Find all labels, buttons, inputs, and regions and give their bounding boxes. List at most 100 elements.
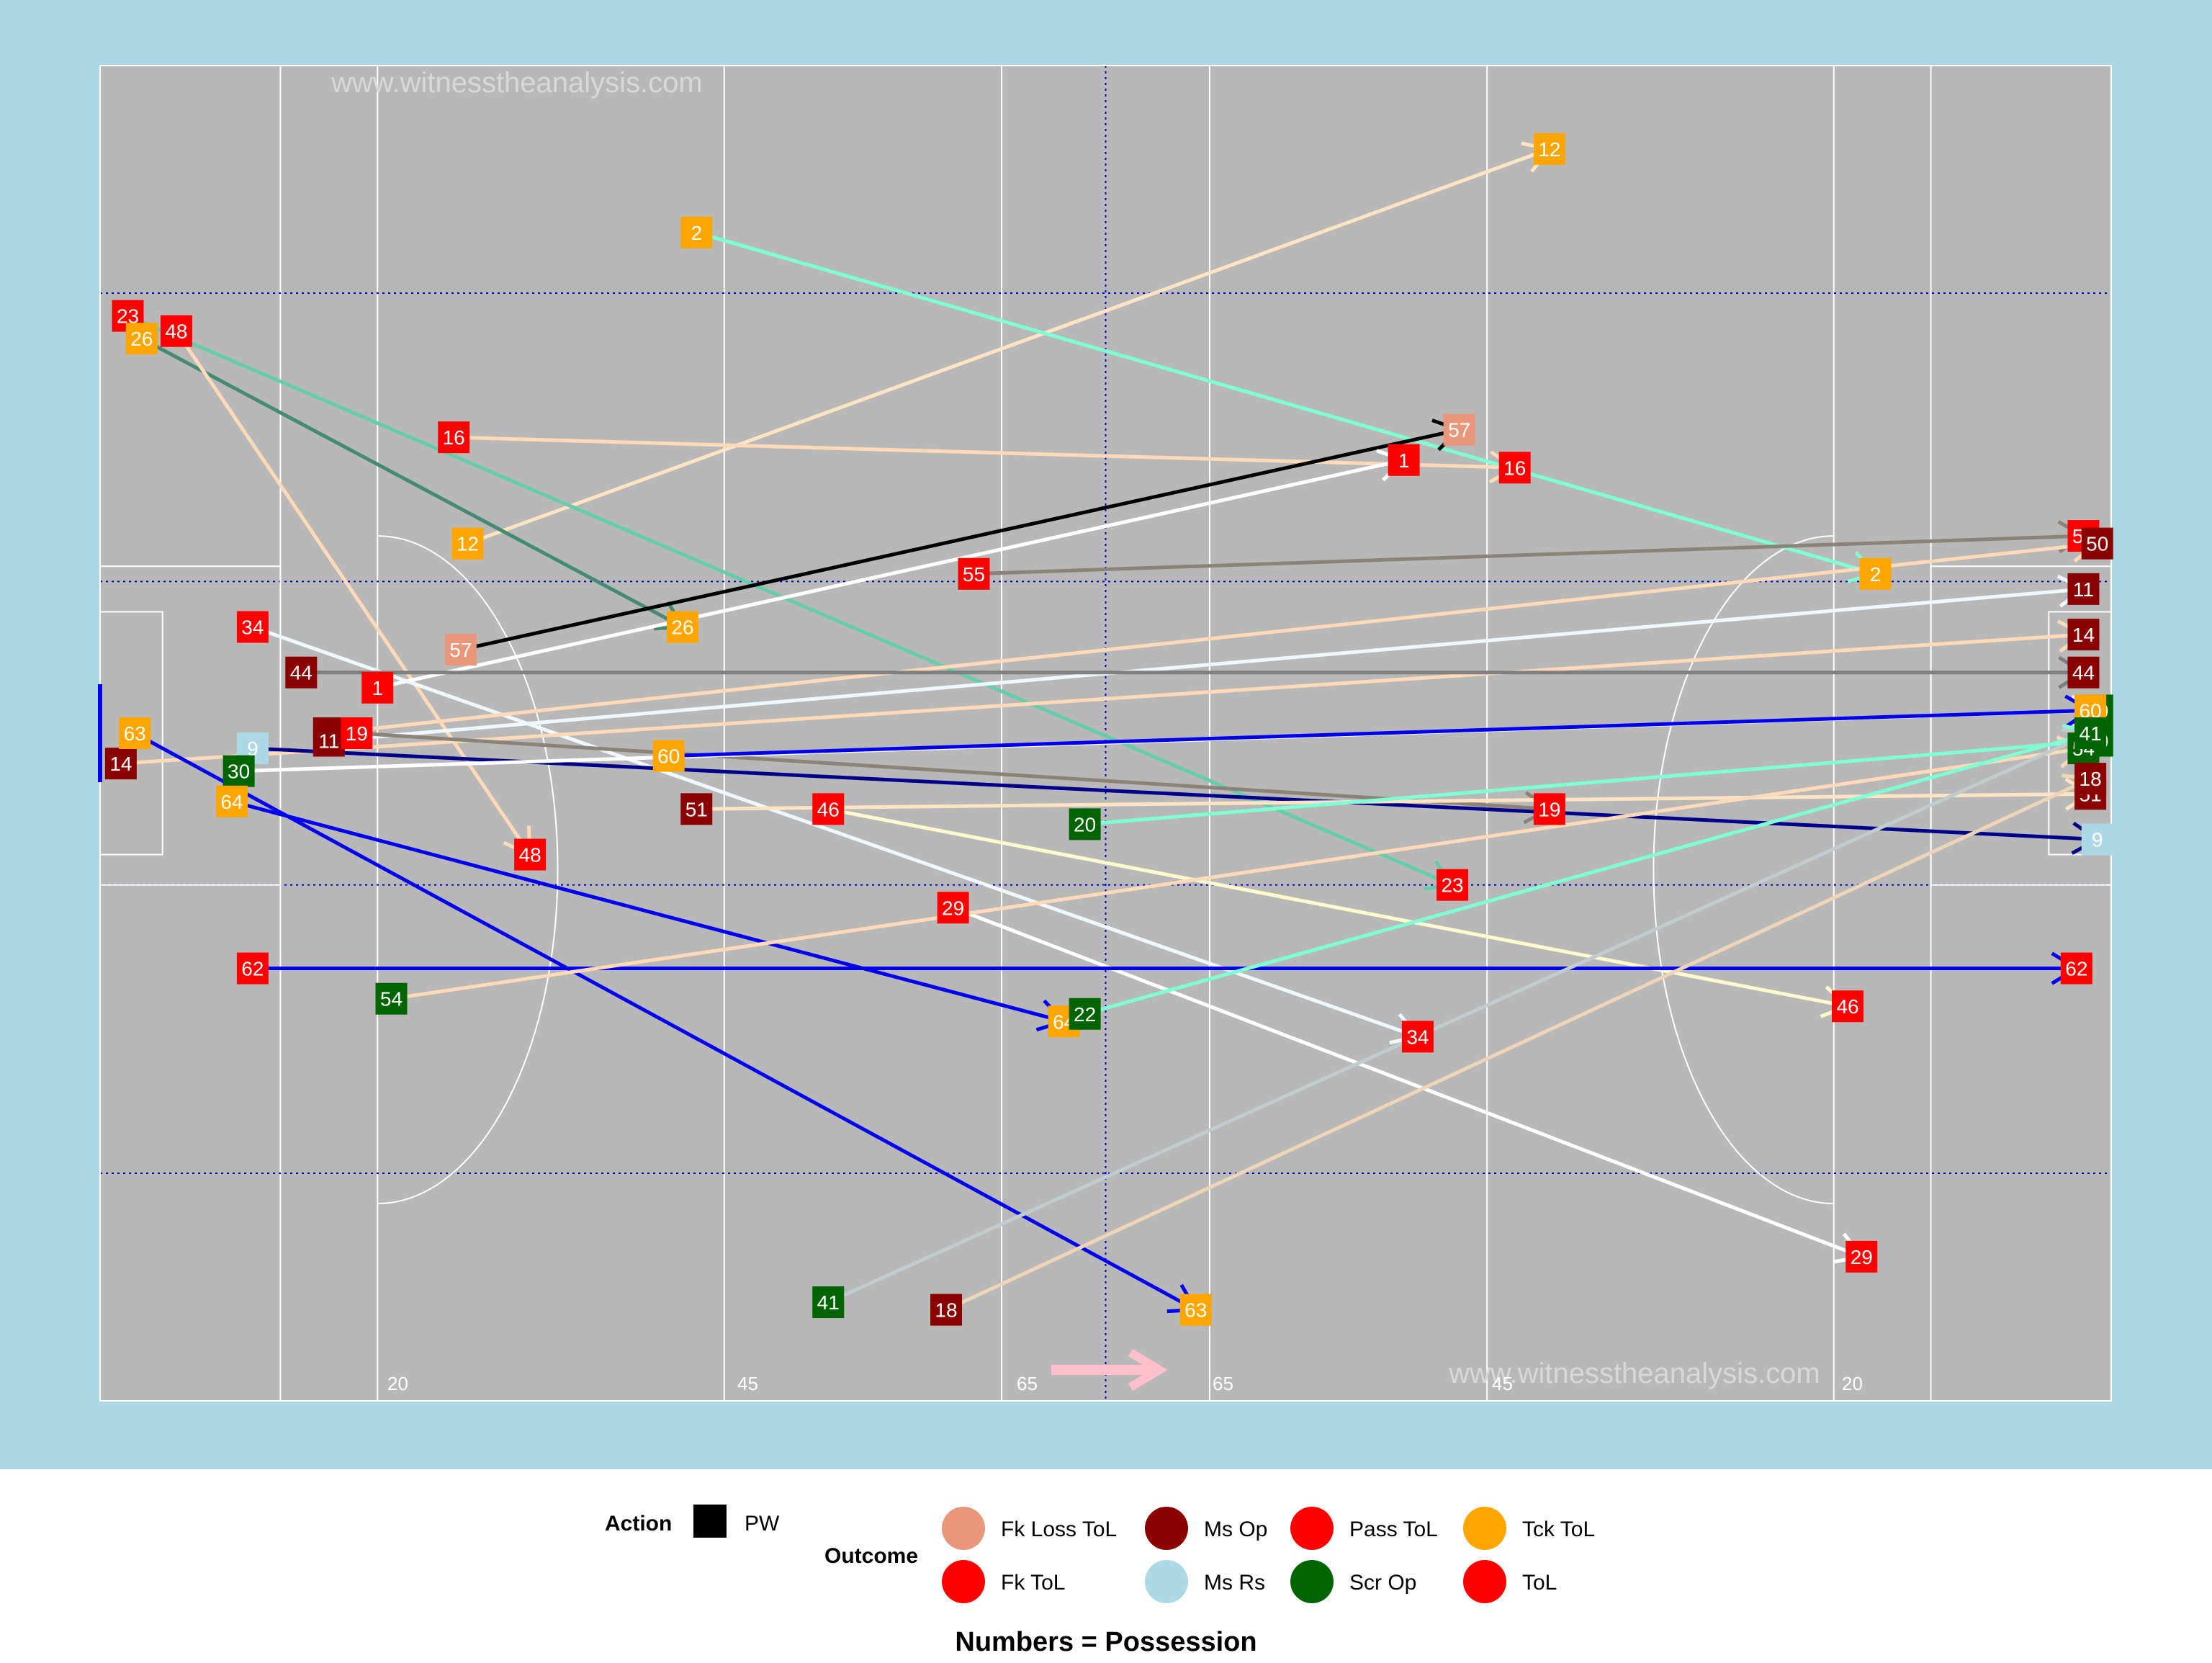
event-end-12-box xyxy=(1533,133,1565,165)
event-line-22 xyxy=(1084,731,2091,1016)
legend-outcome-label: Pass ToL xyxy=(1349,1518,1438,1541)
event-end-18: 18 xyxy=(2074,763,2107,795)
event-line-64 xyxy=(231,799,1065,1023)
event-start-26: 26 xyxy=(125,323,158,355)
pitch-label-65-left: 65 xyxy=(1017,1373,1038,1394)
event-start-57-label: 57 xyxy=(449,639,472,661)
event-end-50-box xyxy=(2081,527,2113,560)
event-start-18: 18 xyxy=(930,1294,962,1326)
legend-outcome-label: Fk Loss ToL xyxy=(1001,1518,1117,1541)
event-end-9-label: 9 xyxy=(2092,828,2103,851)
event-start-26-label: 26 xyxy=(130,328,153,350)
event-line-18 xyxy=(945,776,2092,1312)
event-start-12: 12 xyxy=(451,527,484,560)
legend-outcome-swatch xyxy=(942,1507,985,1550)
event-start-46-box xyxy=(812,793,845,825)
event-start-41-box xyxy=(812,1286,845,1319)
event-end-29-box xyxy=(1845,1240,1878,1273)
event-end-29-label: 29 xyxy=(1851,1246,1873,1268)
legend-background xyxy=(0,1469,2212,1659)
event-start-60-label: 60 xyxy=(657,745,680,768)
event-end-44: 44 xyxy=(2067,656,2100,689)
event-start-22-label: 22 xyxy=(1074,1003,1096,1026)
event-line-16 xyxy=(454,435,1515,470)
event-start-16: 16 xyxy=(438,421,470,454)
event-start-16-label: 16 xyxy=(443,426,465,449)
event-end-44-box xyxy=(2067,656,2100,689)
legend-outcome-item: Ms Rs xyxy=(1145,1560,1265,1603)
event-line-14 xyxy=(120,632,2084,766)
event-end-12: 12 xyxy=(1533,133,1565,165)
event-start-62: 62 xyxy=(236,952,269,985)
event-end-11-label: 11 xyxy=(2073,578,2094,601)
event-end-1-label: 1 xyxy=(1398,449,1410,472)
event-start-34-box xyxy=(236,611,269,643)
pitch-label-45-left: 45 xyxy=(737,1373,758,1394)
event-start-55-box xyxy=(958,557,990,590)
legend-outcome-label: Fk ToL xyxy=(1001,1571,1066,1595)
event-end-62-label: 62 xyxy=(2065,958,2087,980)
legend-outcome-label: Scr Op xyxy=(1349,1571,1416,1595)
event-end-18-label: 18 xyxy=(2080,768,2102,790)
event-start-18-box xyxy=(930,1294,962,1326)
legend-outcome-swatch xyxy=(1463,1560,1506,1603)
event-start-64-label: 64 xyxy=(220,791,243,813)
event-start-2-label: 2 xyxy=(691,222,702,244)
event-start-55-label: 55 xyxy=(963,563,985,586)
legend-outcome-swatch xyxy=(1145,1507,1188,1550)
event-end-62-box xyxy=(2060,952,2092,985)
event-start-60-box xyxy=(652,740,685,772)
event-end-23-label: 23 xyxy=(1441,874,1463,897)
event-start-41: 41 xyxy=(812,1286,845,1319)
event-lines xyxy=(120,141,2101,1314)
legend-outcome-item: ToL xyxy=(1463,1560,1557,1603)
event-start-22-box xyxy=(1069,998,1101,1030)
event-start-64: 64 xyxy=(215,785,248,817)
event-start-22: 22 xyxy=(1069,998,1101,1030)
event-start-11-label: 11 xyxy=(318,730,339,753)
event-end-1-box xyxy=(1388,444,1420,476)
event-end-2-box xyxy=(1859,557,1892,590)
arc-left xyxy=(377,535,558,1205)
legend-outcome-swatch xyxy=(1290,1507,1334,1550)
event-end-41: 41 xyxy=(2074,717,2107,749)
event-start-1: 1 xyxy=(361,671,394,704)
event-start-14-label: 14 xyxy=(109,753,132,775)
event-end-63-box xyxy=(1179,1294,1212,1326)
event-line-55 xyxy=(974,534,2084,576)
event-end-16-label: 16 xyxy=(1503,457,1526,479)
event-start-34: 34 xyxy=(236,611,269,643)
event-start-19-label: 19 xyxy=(346,722,368,745)
event-start-20: 20 xyxy=(1069,808,1101,841)
event-end-2-label: 2 xyxy=(1870,563,1881,586)
event-start-1-label: 1 xyxy=(372,677,383,699)
event-start-57-box xyxy=(444,634,477,666)
event-end-9: 9 xyxy=(2081,823,2113,856)
event-start-14-box xyxy=(104,748,137,780)
event-end-14: 14 xyxy=(2067,619,2100,651)
legend-outcome-item: Fk Loss ToL xyxy=(942,1507,1117,1550)
event-line-9 xyxy=(252,746,2098,841)
event-start-64-box xyxy=(215,785,248,817)
event-line-50 xyxy=(328,542,2098,735)
event-end-46-box xyxy=(1832,990,1864,1023)
pitch-label-20-left: 20 xyxy=(387,1373,408,1394)
event-start-51: 51 xyxy=(680,793,713,825)
event-end-19: 19 xyxy=(1533,793,1565,825)
event-end-26: 26 xyxy=(667,611,699,643)
event-end-26-box xyxy=(667,611,699,643)
event-end-16: 16 xyxy=(1498,452,1531,484)
event-start-29-box xyxy=(937,892,969,924)
event-line-48 xyxy=(174,330,532,856)
direction-arrow xyxy=(1051,1348,1168,1391)
event-start-51-box xyxy=(680,793,713,825)
event-end-11: 11 xyxy=(2067,573,2100,605)
event-line-60 xyxy=(668,708,2091,758)
event-start-34-label: 34 xyxy=(241,617,264,639)
event-end-16-box xyxy=(1498,452,1531,484)
event-start-14: 14 xyxy=(104,748,137,780)
event-end-23: 23 xyxy=(1437,869,1469,901)
event-end-9-box xyxy=(2081,823,2113,856)
event-end-48: 48 xyxy=(514,838,547,871)
